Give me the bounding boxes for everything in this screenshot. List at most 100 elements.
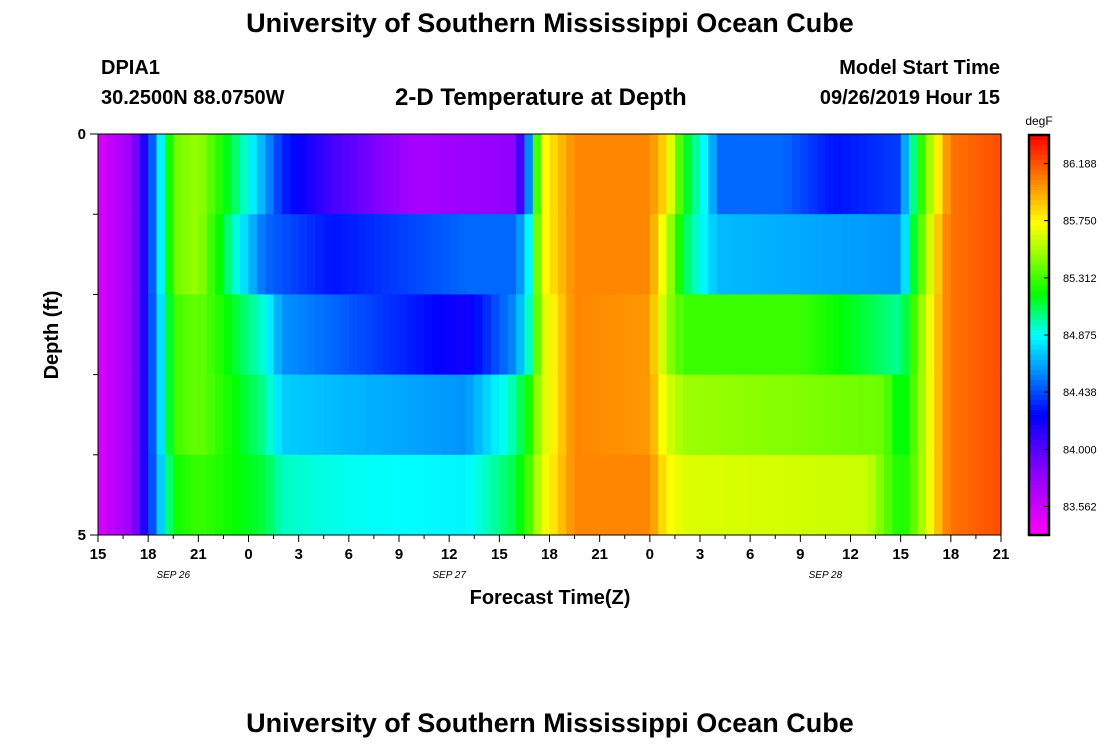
heatmap-cell: [658, 214, 668, 295]
heatmap-cell: [875, 374, 885, 456]
heatmap-cell: [858, 374, 868, 456]
heatmap-cell: [298, 374, 308, 456]
heatmap-cell: [984, 294, 994, 375]
heatmap-cell: [975, 294, 985, 375]
heatmap-cell: [649, 374, 659, 456]
heatmap-cell: [775, 134, 785, 215]
heatmap-cell: [231, 374, 241, 456]
heatmap-cell: [674, 454, 684, 536]
heatmap-cell: [399, 214, 408, 295]
heatmap-cell: [950, 214, 960, 295]
model-start-label: Model Start Time: [839, 57, 1000, 79]
heatmap-cell: [775, 374, 785, 456]
model-start-value: 09/26/2019 Hour 15: [819, 87, 1000, 109]
heatmap-cell: [348, 294, 358, 375]
heatmap-cell: [440, 294, 450, 375]
heatmap-cell: [917, 214, 927, 295]
heatmap-cell: [867, 294, 877, 375]
colorbar-segment: [1029, 300, 1049, 306]
heatmap-cell: [407, 134, 417, 215]
heatmap-cell: [641, 374, 651, 456]
heatmap-cell: [549, 294, 559, 375]
heatmap-cell: [290, 214, 300, 295]
colorbar-segment: [1029, 375, 1049, 381]
heatmap-cell: [942, 374, 952, 456]
heatmap-cell: [432, 294, 442, 375]
heatmap-cell: [256, 294, 266, 375]
x-tick-label: 18: [140, 546, 157, 563]
heatmap-cell: [649, 134, 659, 215]
colorbar-segment: [1029, 440, 1049, 446]
heatmap-cell: [909, 134, 918, 215]
heatmap-cell: [298, 294, 308, 375]
y-tick-label: 5: [78, 527, 86, 544]
heatmap-cell: [181, 214, 191, 295]
heatmap-cell: [482, 374, 492, 456]
heatmap-cell: [457, 454, 467, 536]
colorbar-segment: [1029, 505, 1049, 511]
heatmap-cell: [148, 294, 158, 375]
heatmap-cell: [925, 134, 935, 215]
heatmap-cell: [407, 214, 417, 295]
heatmap-cell: [231, 134, 241, 215]
heatmap-cell: [206, 294, 216, 375]
heatmap-cell: [967, 214, 977, 295]
heatmap-cell: [415, 134, 425, 215]
heatmap-cell: [131, 214, 141, 295]
heatmap-cell: [842, 374, 852, 456]
heatmap-cell: [825, 374, 835, 456]
heatmap-cell: [616, 454, 626, 536]
heatmap-cell: [591, 214, 601, 295]
heatmap-cell: [541, 294, 551, 375]
heatmap-cell: [666, 454, 676, 536]
heatmap-cell: [775, 294, 785, 375]
heatmap-cell: [332, 134, 342, 215]
heatmap-cell: [725, 454, 735, 536]
heatmap-cell: [457, 214, 467, 295]
heatmap-cell: [365, 294, 375, 375]
heatmap-cell: [131, 374, 141, 456]
heatmap-cell: [273, 454, 283, 536]
colorbar-segment: [1029, 280, 1049, 286]
heatmap-cell: [649, 454, 659, 536]
heatmap-cell: [532, 134, 542, 215]
heatmap-cell: [532, 214, 542, 295]
heatmap-cell: [691, 374, 701, 456]
heatmap-cell: [390, 214, 400, 295]
heatmap-cell: [616, 214, 626, 295]
heatmap-cell: [323, 294, 333, 375]
heatmap-cell: [273, 374, 283, 456]
heatmap-cell: [516, 294, 526, 375]
heatmap-cell: [265, 454, 275, 536]
heatmap-cell: [950, 454, 960, 536]
heatmap-cell: [566, 294, 576, 375]
heatmap-cell: [357, 214, 367, 295]
heatmap-cell: [758, 134, 768, 215]
colorbar-tick-label: 86.188: [1063, 158, 1097, 170]
x-tick-label: 18: [541, 546, 558, 563]
heatmap-cell: [181, 294, 191, 375]
heatmap-cell: [783, 454, 793, 536]
heatmap-cell: [382, 214, 392, 295]
heatmap-cell: [432, 374, 442, 456]
heatmap-cell: [457, 374, 467, 456]
heatmap-cell: [256, 374, 266, 456]
heatmap-cell: [474, 214, 484, 295]
heatmap-cell: [541, 134, 551, 215]
colorbar-segment: [1029, 220, 1049, 226]
colorbar-segment: [1029, 240, 1049, 246]
heatmap-cell: [390, 294, 400, 375]
heatmap-cell: [925, 214, 935, 295]
heatmap-cell: [858, 134, 868, 215]
colorbar-segment: [1029, 235, 1049, 241]
colorbar-segment: [1029, 370, 1049, 376]
heatmap-cell: [164, 294, 174, 375]
colorbar-segment: [1029, 275, 1049, 281]
heatmap-cell: [791, 294, 801, 375]
heatmap-cell: [507, 214, 517, 295]
heatmap-cell: [424, 134, 434, 215]
heatmap-cell: [959, 294, 969, 375]
date-label: SEP 28: [809, 570, 843, 581]
heatmap-cell: [833, 214, 843, 295]
heatmap-cell: [148, 214, 158, 295]
